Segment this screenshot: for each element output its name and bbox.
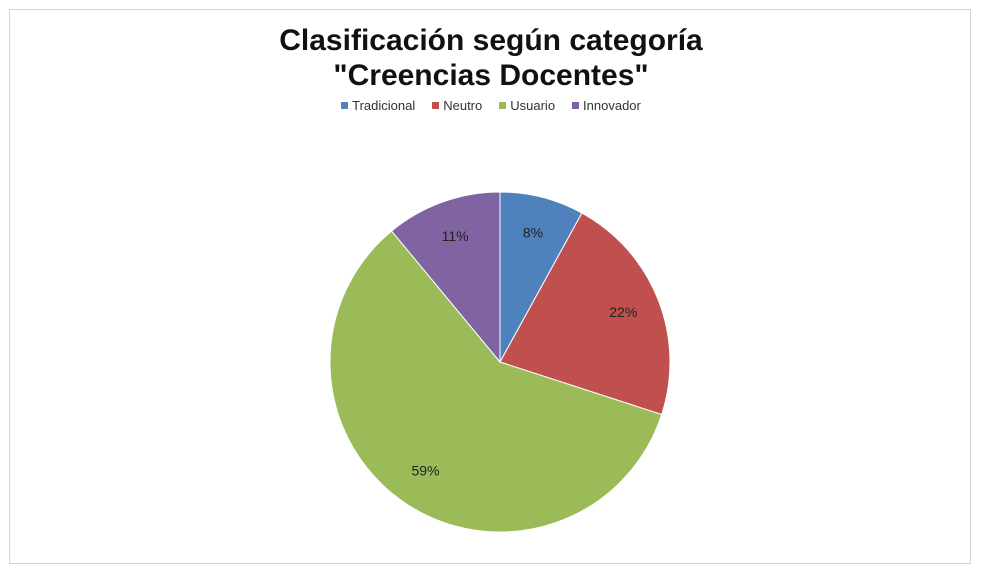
legend-swatch: [432, 102, 440, 109]
legend-swatch: [572, 102, 580, 109]
chart-title-line-1: Clasificación según categoría: [279, 24, 703, 57]
legend-item-innovador: Innovador: [572, 98, 641, 113]
pie-slice-usuario: [329, 230, 663, 533]
legend-label: Tradicional: [352, 98, 416, 113]
legend-label: Usuario: [510, 98, 556, 113]
legend-label: Innovador: [583, 98, 641, 113]
legend-swatch: [341, 102, 349, 109]
chart-title-line-2: "Creencias Docentes": [333, 59, 649, 92]
pie-slice-neutro: [499, 212, 671, 416]
pie-slice-innovador: [390, 191, 501, 364]
data-label-innovador: 11%: [442, 228, 469, 244]
data-label-neutro: 22%: [609, 304, 637, 320]
legend: Tradicional Neutro Usuario Innovador: [0, 98, 982, 113]
legend-label: Neutro: [443, 98, 483, 113]
legend-swatch: [499, 102, 507, 109]
data-label-usuario: 59%: [411, 462, 439, 478]
data-label-tradicional: 8%: [523, 224, 543, 240]
legend-item-tradicional: Tradicional: [341, 98, 415, 113]
chart-title: Clasificación según categoría "Creencias…: [0, 23, 982, 93]
legend-item-neutro: Neutro: [432, 98, 482, 113]
legend-item-usuario: Usuario: [499, 98, 555, 113]
